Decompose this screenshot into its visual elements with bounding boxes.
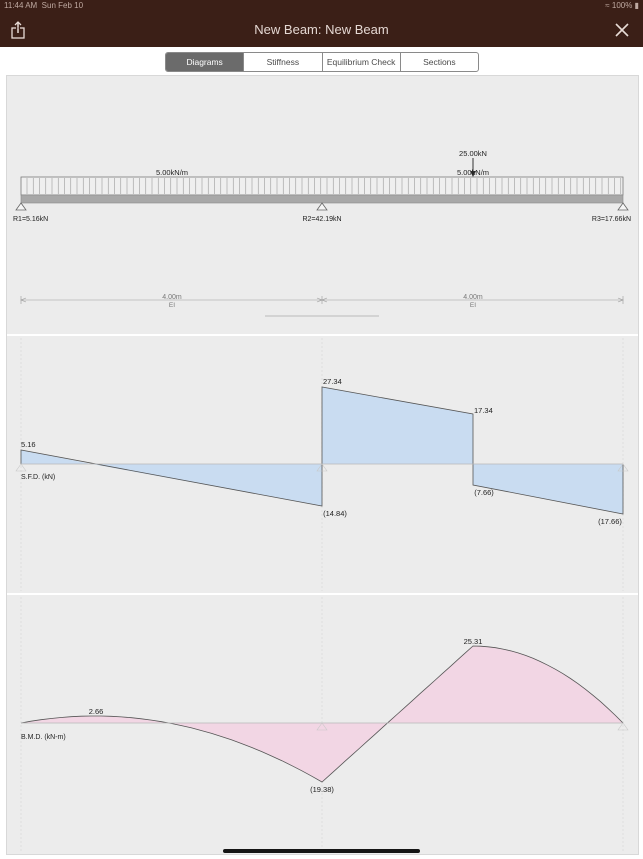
bmd-value: 25.31 [464, 637, 483, 646]
tab-sections[interactable]: Sections [423, 57, 456, 67]
close-icon[interactable] [613, 21, 631, 39]
status-battery: ≈ 100% ▮ [605, 1, 639, 10]
support-icon [316, 722, 328, 731]
support-icon [15, 202, 27, 211]
udl-label: 5.00kN/m [457, 168, 489, 177]
reaction-label: R2=42.19kN [302, 216, 341, 223]
span-length: 4.00m [162, 294, 182, 301]
bmd-value: (19.38) [310, 785, 334, 794]
sfd-value: (17.66) [598, 517, 622, 526]
bmd-line [20, 645, 624, 783]
status-bar: 11:44 AM Sun Feb 10 ≈ 100% ▮ [0, 0, 643, 14]
battery-icon: ▮ [634, 1, 639, 10]
support-icon [617, 722, 629, 731]
dimension-arrow-icon [20, 297, 27, 303]
support-icon [316, 463, 328, 472]
udl-load [20, 176, 624, 196]
bmd-label: B.M.D. (kN-m) [21, 734, 66, 741]
support-icon [15, 463, 27, 472]
sfd-area [322, 387, 473, 464]
sfd-value: (7.66) [474, 488, 494, 497]
bmd-area [21, 646, 623, 782]
span-stiffness: EI [169, 302, 175, 309]
dimension-arrow-icon [321, 297, 328, 303]
sfd-value: 5.16 [21, 440, 36, 449]
bmd-value: 2.66 [89, 707, 104, 716]
tab-diagrams[interactable]: Diagrams [166, 53, 245, 71]
sfd-value: (14.84) [323, 509, 347, 518]
share-icon[interactable] [8, 20, 28, 40]
sfd-value: 27.34 [323, 377, 342, 386]
tab-stiffness[interactable]: Stiffness [244, 53, 323, 71]
udl-label: 5.00kN/m [156, 168, 188, 177]
sfd-line [20, 386, 624, 515]
sfd-value: 17.34 [474, 406, 493, 415]
segmented-control: Diagrams Stiffness Equilibrium Check Sec… [165, 52, 479, 72]
support-icon [316, 202, 328, 211]
dimension-arrow-icon [617, 297, 624, 303]
span-length: 4.00m [463, 294, 483, 301]
reaction-label: R3=17.66kN [592, 216, 631, 223]
diagram-svg: 25.00kN 5.00kN/m 5.00kN/m R1=5.16kN R2=4… [7, 149, 638, 851]
udl-arrows [26, 178, 622, 194]
shear-force-diagram: S.F.D. (kN) 5.16 (14.84) 27.34 17.34 (7.… [15, 338, 629, 591]
home-indicator[interactable] [223, 849, 420, 853]
nav-bar: New Beam: New Beam [0, 14, 643, 47]
tab-equilibrium-check[interactable]: Equilibrium Check [323, 53, 401, 71]
diagram-canvas[interactable]: 25.00kN 5.00kN/m 5.00kN/m R1=5.16kN R2=4… [6, 75, 639, 855]
sfd-area [473, 464, 623, 514]
point-load-label: 25.00kN [459, 149, 487, 158]
sfd-label: S.F.D. (kN) [21, 474, 55, 481]
bending-moment-diagram: B.M.D. (kN-m) 2.66 (19.38) 25.31 [20, 597, 629, 851]
span-stiffness: EI [470, 302, 476, 309]
support-icon [617, 202, 629, 211]
page-title: New Beam: New Beam [254, 22, 389, 37]
support-icon [617, 463, 629, 472]
wifi-icon: ≈ [605, 1, 610, 10]
reaction-label: R1=5.16kN [13, 216, 48, 223]
beam-member [20, 194, 624, 204]
arrow-head-icon [470, 171, 476, 177]
beam-model: 25.00kN 5.00kN/m 5.00kN/m R1=5.16kN R2=4… [13, 149, 631, 317]
status-time: 11:44 AM Sun Feb 10 [4, 1, 84, 10]
